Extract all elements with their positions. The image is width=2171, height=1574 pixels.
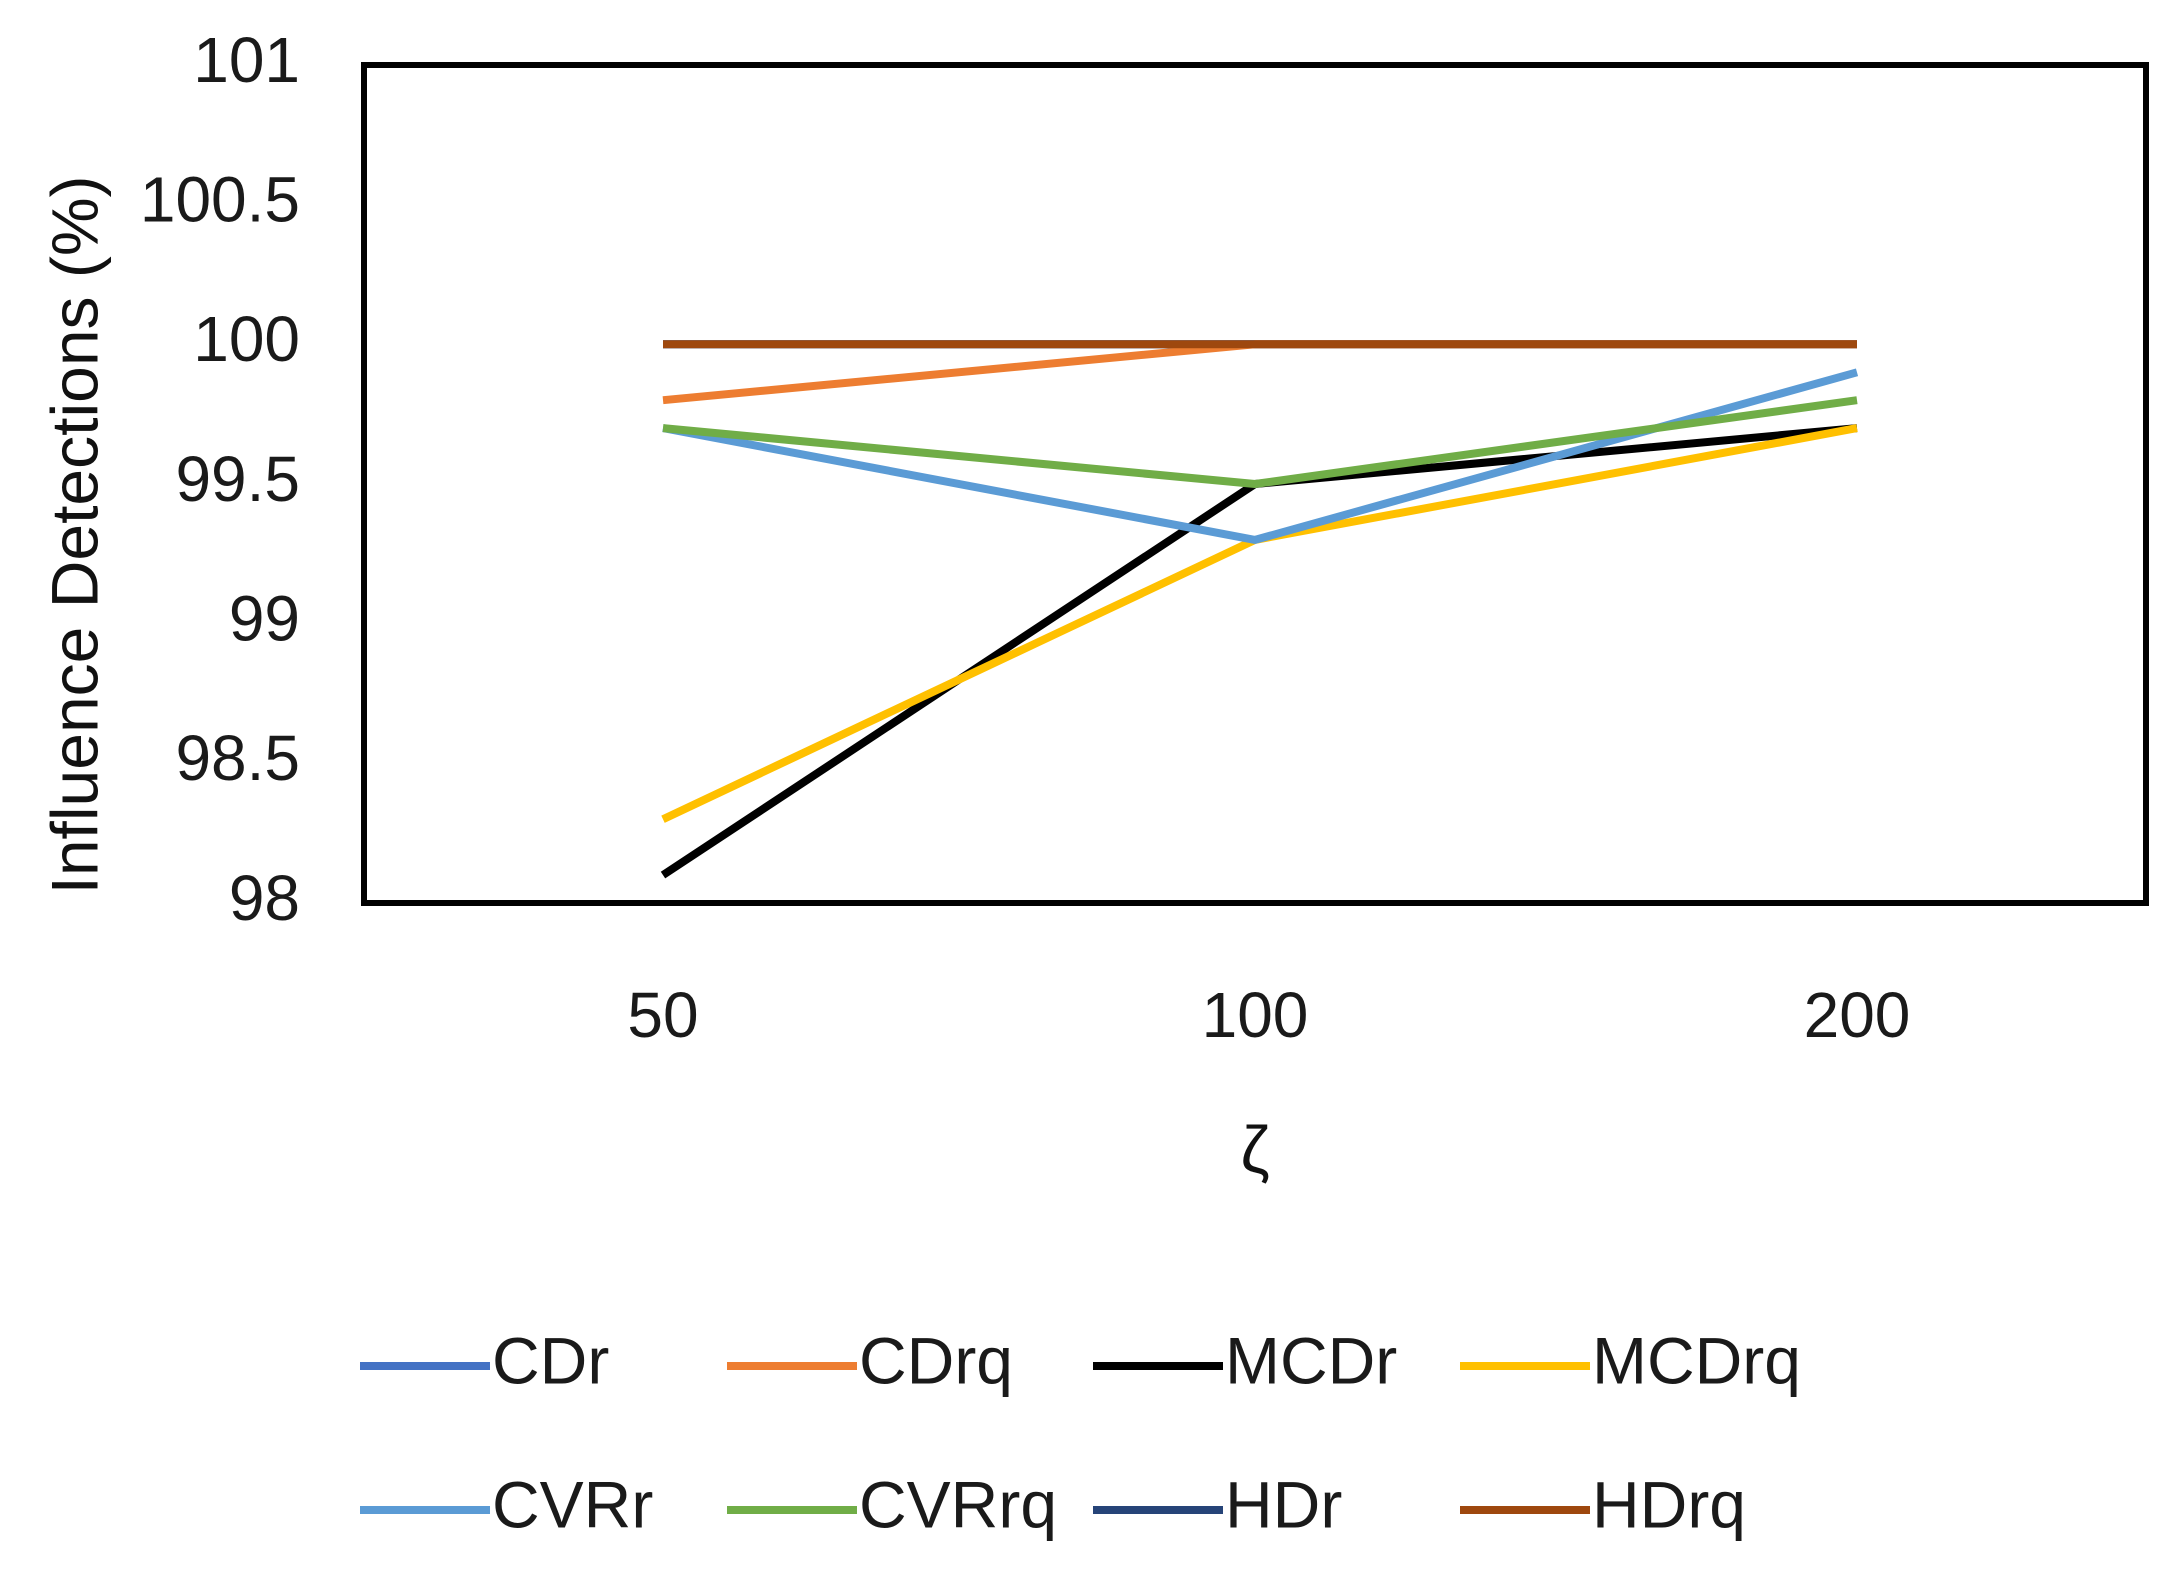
legend-label-hdrq: HDrq: [1592, 1467, 1746, 1541]
x-tick-label: 100: [1202, 979, 1309, 1051]
y-tick-label: 99.5: [175, 443, 300, 515]
y-tick-label: 98: [229, 862, 300, 934]
y-axis-title: Influence Detections (%): [37, 175, 111, 894]
y-axis-ticks: 98 98.5 99 99.5 100 100.5 101: [140, 24, 300, 934]
y-tick-label: 100.5: [140, 164, 300, 236]
series-lines: [660, 340, 1859, 879]
x-axis-title: ζ: [1240, 1112, 1269, 1186]
y-tick-label: 99: [229, 583, 300, 655]
legend-label-cvrrq: CVRrq: [859, 1467, 1057, 1541]
x-axis-ticks: 50 100 200: [627, 979, 1910, 1051]
series-line-cvrrq: [662, 396, 1858, 488]
x-tick-label: 200: [1804, 979, 1911, 1051]
legend-label-cdr: CDr: [492, 1323, 609, 1397]
legend-label-cvrr: CVRr: [492, 1467, 653, 1541]
legend-label-cdrq: CDrq: [859, 1323, 1013, 1397]
legend: CDr CDrq MCDr MCDrq CVRr CVRrq HDr HDrq: [360, 1323, 1801, 1541]
y-tick-label: 98.5: [175, 722, 300, 794]
y-tick-label: 101: [193, 24, 300, 96]
legend-label-mcdrq: MCDrq: [1592, 1323, 1801, 1397]
y-tick-label: 100: [193, 303, 300, 375]
legend-label-hdr: HDr: [1225, 1467, 1342, 1541]
legend-label-mcdr: MCDr: [1225, 1323, 1397, 1397]
x-tick-label: 50: [627, 979, 698, 1051]
